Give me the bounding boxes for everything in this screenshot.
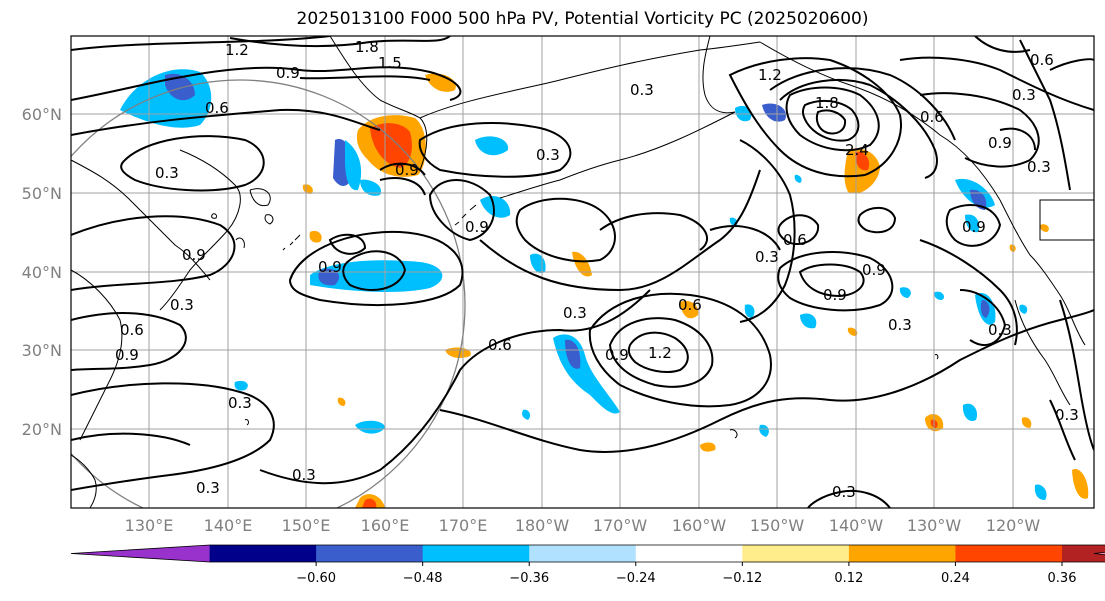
contour-label: 0.9 (182, 246, 206, 264)
contour-label: 0.9 (276, 64, 300, 82)
map-title: 2025013100 F000 500 hPa PV, Potential Vo… (296, 9, 869, 29)
lat-label: 40°N (22, 263, 62, 282)
lon-label: 120°W (986, 516, 1041, 535)
colorbar-segment (529, 545, 637, 562)
map-border (70, 35, 1095, 509)
contour-label: 0.6 (920, 108, 944, 126)
contour-label: 0.3 (292, 466, 316, 484)
contour-label: 0.3 (196, 479, 220, 497)
contour-label: 0.3 (630, 81, 654, 99)
pv-positive-shading (302, 73, 1089, 508)
lon-label: 150°W (750, 516, 805, 535)
colorbar-tick-label: −0.24 (616, 571, 656, 586)
colorbar-segment (635, 545, 743, 562)
contour-label: 0.6 (205, 99, 229, 117)
colorbar-segment (209, 545, 317, 562)
lat-label: 60°N (22, 105, 62, 124)
contour-label: 1.2 (225, 41, 249, 59)
contour-label: 0.3 (536, 146, 560, 164)
colorbar-tick-label: 0.36 (1048, 571, 1077, 586)
contour-label: 0.3 (832, 483, 856, 501)
colorbar-segment (955, 545, 1063, 562)
contour-label: 0.3 (170, 296, 194, 314)
contour-label: 0.3 (1027, 158, 1051, 176)
colorbar-tick-label: 0.24 (941, 571, 970, 586)
contour-label: 0.3 (1055, 406, 1079, 424)
longitude-labels: 130°E 140°E 150°E 160°E 170°E 180°W 170°… (125, 516, 1041, 535)
contour-label: 0.9 (823, 286, 847, 304)
lon-label: 150°E (282, 516, 331, 535)
colorbar-segment (742, 545, 850, 562)
colorbar-tick-label: −0.12 (722, 571, 762, 586)
contour-label: 0.6 (120, 321, 144, 339)
contour-label: 0.3 (155, 164, 179, 182)
contour-label: 1.8 (815, 94, 839, 112)
contour-label: 0.9 (395, 161, 419, 179)
lon-label: 140°E (204, 516, 253, 535)
colorbar-extend-low (71, 545, 210, 562)
contour-label: 0.3 (888, 316, 912, 334)
lon-label: 140°W (829, 516, 884, 535)
contour-label: 0.9 (605, 346, 629, 364)
contour-label: 0.9 (115, 346, 139, 364)
contour-label: 0.3 (1012, 86, 1036, 104)
contour-label: 0.6 (678, 296, 702, 314)
lon-label: 160°W (672, 516, 727, 535)
contour-label: 0.9 (962, 218, 986, 236)
contour-label: 1.2 (758, 66, 782, 84)
range-circle (71, 79, 466, 508)
contour-label: 0.9 (465, 218, 489, 236)
latitude-labels: 60°N 50°N 40°N 30°N 20°N (22, 105, 62, 439)
lon-label: 130°W (907, 516, 962, 535)
colorbar-segment (316, 545, 424, 562)
colorbar-segment (848, 545, 956, 562)
contour-label: 0.9 (988, 134, 1012, 152)
colorbar-segment (422, 545, 530, 562)
contour-label: 0.3 (755, 248, 779, 266)
contour-label: 1.8 (355, 38, 379, 56)
contour-label: 0.3 (988, 321, 1012, 339)
colorbar-tick-label: 0.12 (834, 571, 863, 586)
contour-label: 0.9 (862, 261, 886, 279)
colorbar: −0.60−0.48−0.36−0.24−0.120.120.240.360.4… (70, 544, 1105, 586)
lon-label: 160°E (361, 516, 410, 535)
contour-label: 0.6 (783, 231, 807, 249)
colorbar-outline (70, 544, 1105, 563)
pv-contours (71, 36, 1094, 508)
lon-label: 130°E (125, 516, 174, 535)
lon-label: 180°W (515, 516, 570, 535)
contour-label: 0.9 (318, 258, 342, 276)
lat-label: 50°N (22, 184, 62, 203)
contour-label: 0.6 (1030, 51, 1054, 69)
colorbar-segment (1062, 545, 1105, 562)
contour-label: 0.3 (563, 304, 587, 322)
colorbar-tick-label: −0.60 (296, 571, 336, 586)
lon-label: 170°W (593, 516, 648, 535)
pv-negative-shading (120, 69, 1047, 500)
contour-label: 2.4 (845, 141, 869, 159)
lat-label: 20°N (22, 420, 62, 439)
lon-label: 170°E (439, 516, 488, 535)
colorbar-tick-label: −0.36 (509, 571, 549, 586)
lat-label: 30°N (22, 341, 62, 360)
contour-label: 0.6 (488, 336, 512, 354)
contour-labels: 1.2 1.8 1.5 0.9 0.6 0.3 0.3 0.9 0.9 0.9 … (115, 38, 1079, 501)
contour-label: 0.3 (228, 394, 252, 412)
contour-label: 1.5 (378, 54, 402, 72)
gridlines (71, 36, 1094, 508)
colorbar-tick-label: −0.48 (403, 571, 443, 586)
contour-label: 1.2 (648, 344, 672, 362)
